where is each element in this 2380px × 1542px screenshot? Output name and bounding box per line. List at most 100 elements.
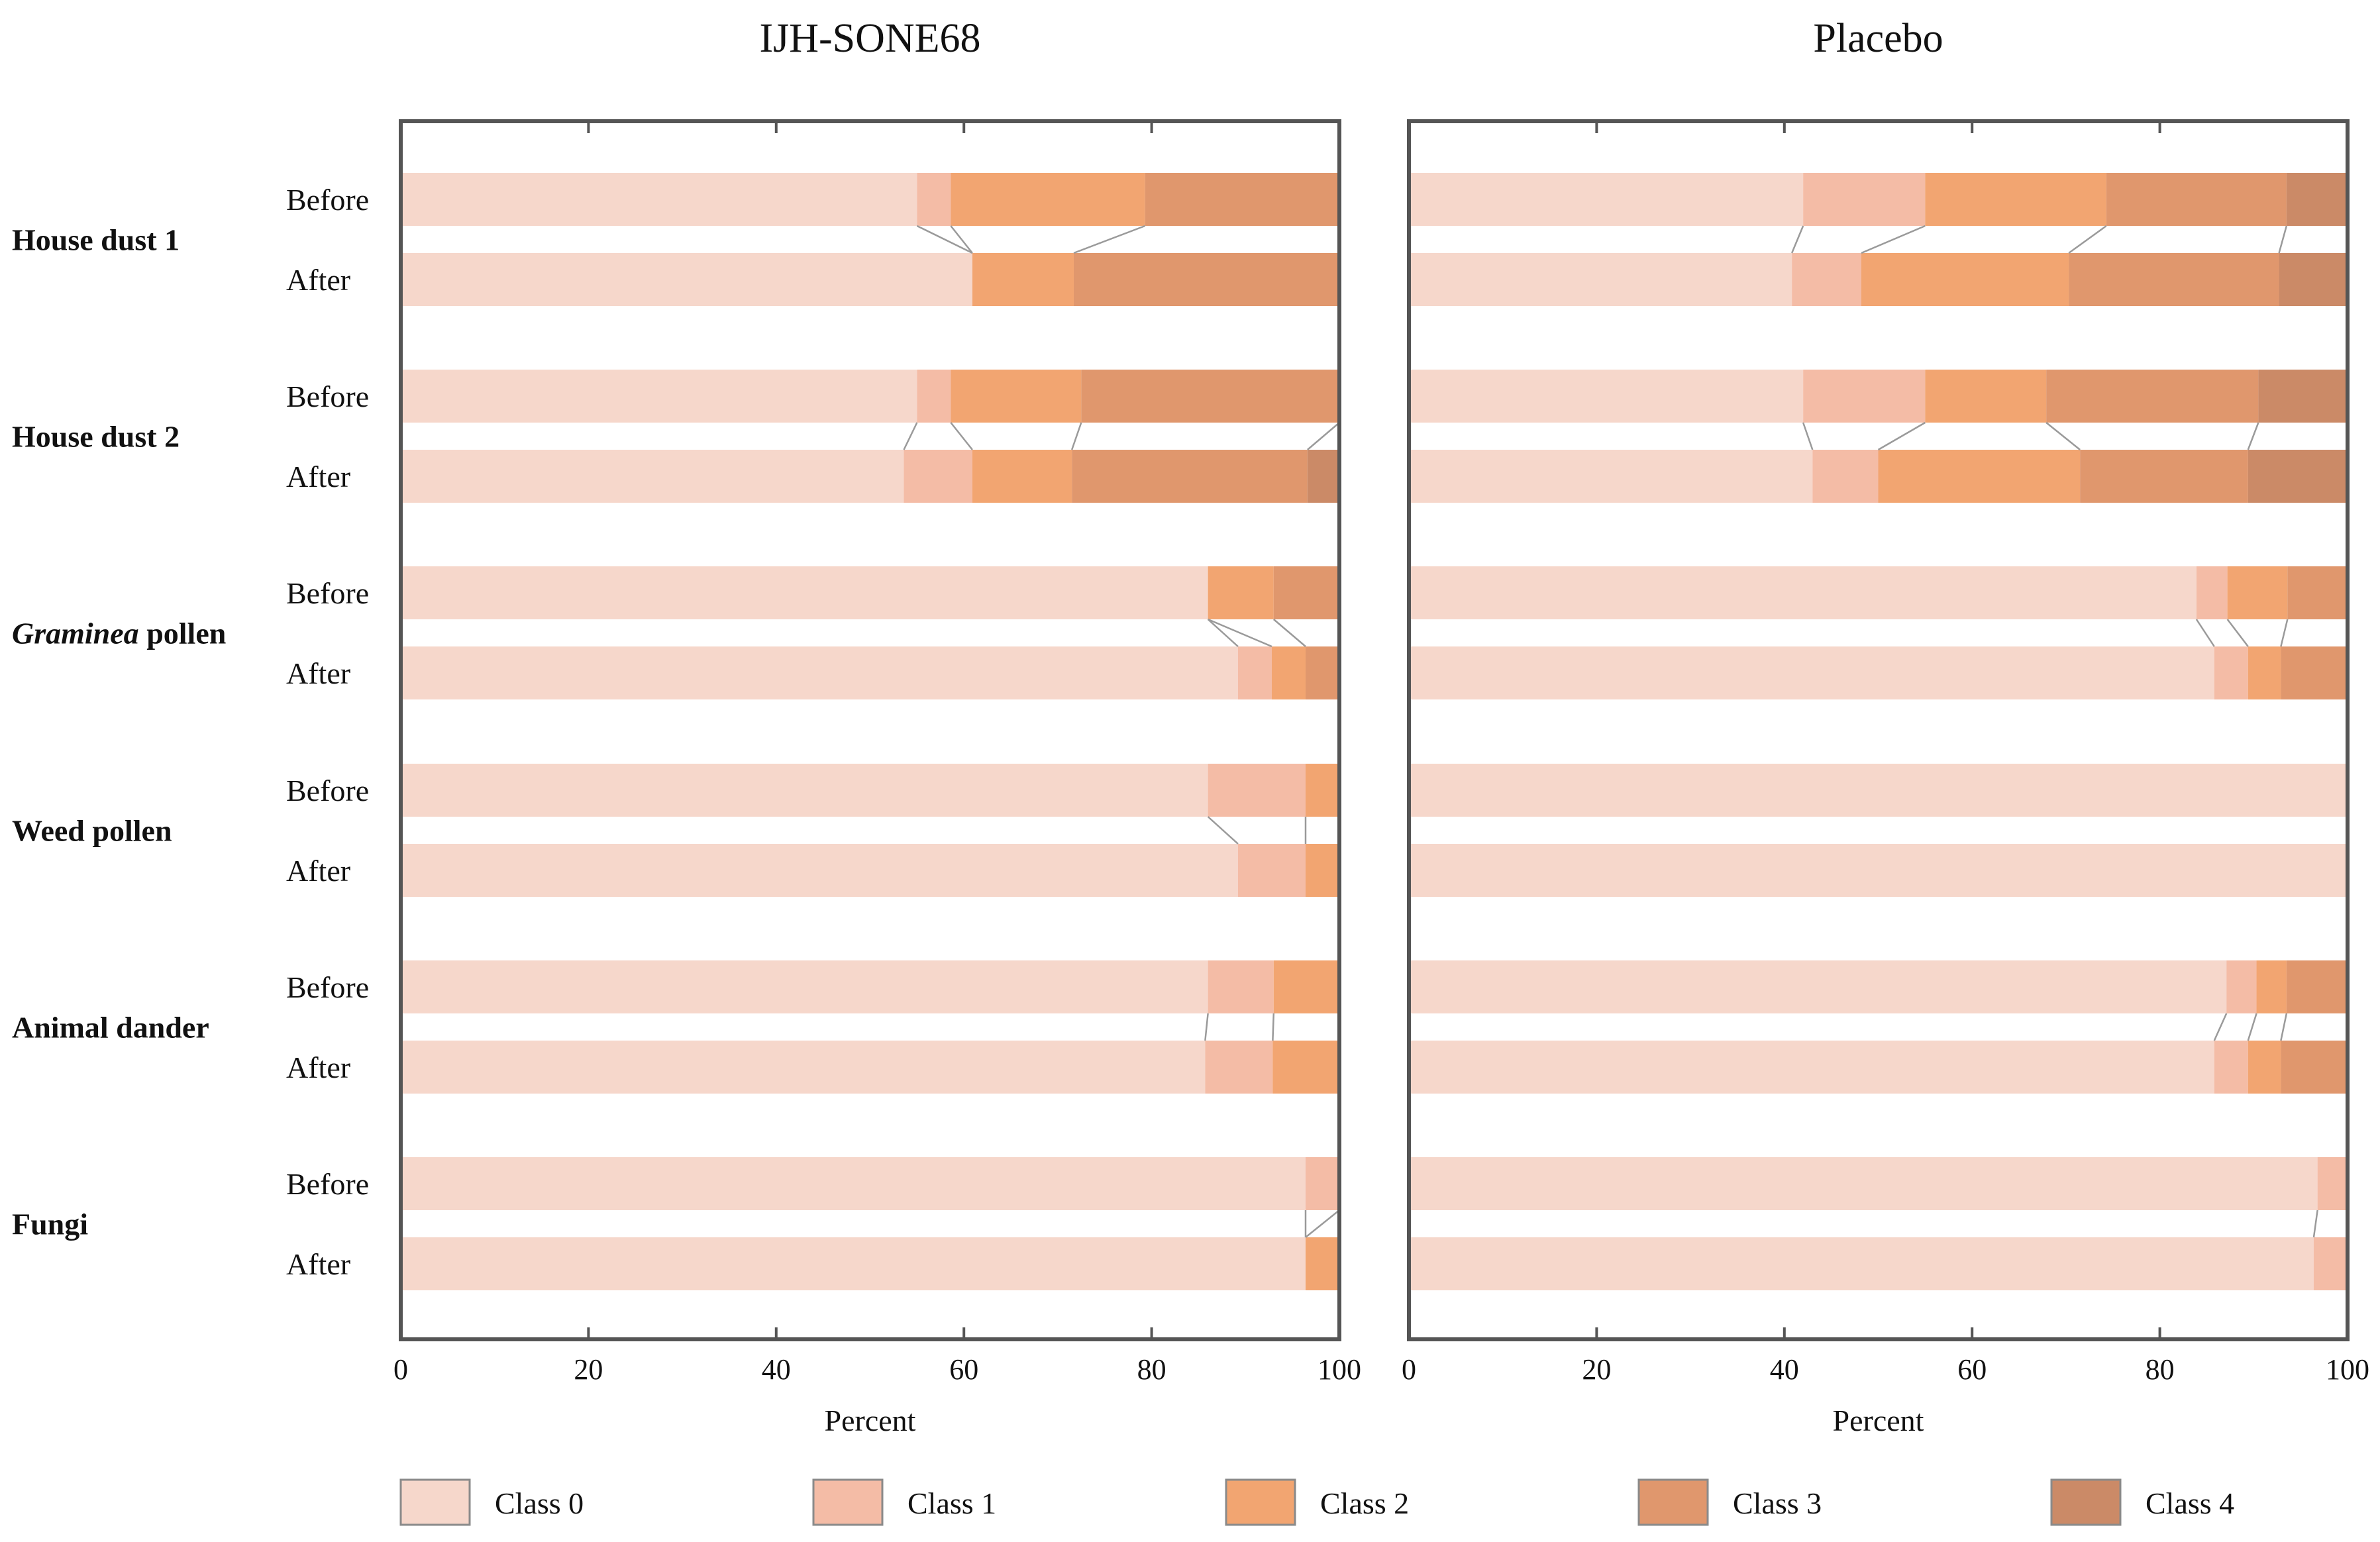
bar-segment-class-0 — [1409, 566, 2197, 619]
connector-line — [2247, 422, 2259, 450]
bar-segment-class-0 — [1409, 450, 1813, 503]
bar-segment-class-0 — [401, 450, 904, 503]
connector-line — [1861, 225, 1926, 254]
x-tick-label: 0 — [1402, 1353, 1416, 1386]
bar-segment-class-2 — [1305, 844, 1339, 897]
connector-line — [1207, 816, 1239, 845]
bar-segment-class-3 — [2281, 646, 2348, 699]
legend-entry: Class 3 — [1637, 1478, 1822, 1526]
legend-entry: Class 0 — [399, 1478, 584, 1526]
bar-segment-class-1 — [2226, 960, 2257, 1013]
legend-entry: Class 4 — [2050, 1478, 2234, 1526]
connector-line — [1305, 1209, 1340, 1238]
bar-segment-class-3 — [2046, 370, 2259, 423]
legend-label: Class 4 — [2146, 1486, 2234, 1520]
bar-segment-class-4 — [2286, 173, 2348, 226]
bar-group — [401, 960, 1339, 1094]
bar-segment-class-2 — [1878, 450, 2081, 503]
bar-segment-class-0 — [401, 173, 917, 226]
bar-segment-class-2 — [972, 253, 1074, 306]
bar-segment-class-2 — [1273, 960, 1339, 1013]
x-tick-label: 40 — [1770, 1353, 1799, 1386]
connector-line — [903, 422, 918, 450]
row-label-before: Before — [286, 1167, 369, 1201]
bar-segment-class-0 — [1409, 960, 2227, 1013]
bar-segment-class-2 — [2248, 646, 2281, 699]
bar-segment-class-3 — [2281, 1041, 2348, 1094]
bar-group — [1409, 960, 2348, 1094]
legend-swatch — [2050, 1478, 2122, 1526]
bar-segment-class-1 — [2214, 646, 2248, 699]
row-label-before: Before — [286, 380, 369, 413]
bar-segment-class-3 — [1145, 173, 1339, 226]
bar-segment-class-1 — [2196, 566, 2228, 619]
bar-group — [401, 173, 1339, 306]
bar-segment-class-1 — [1792, 253, 1861, 306]
bar-segment-class-0 — [401, 844, 1238, 897]
legend-label: Class 2 — [1320, 1486, 1409, 1520]
bar-segment-class-3 — [2080, 450, 2248, 503]
group-label: Weed pollen — [12, 814, 172, 848]
connector-line — [916, 225, 973, 254]
panel-frame — [399, 119, 1341, 1341]
bar-segment-class-0 — [401, 646, 1238, 699]
bar-segment-class-1 — [1803, 173, 1926, 226]
row-label-after: After — [286, 263, 350, 297]
bar-segment-class-3 — [1305, 646, 1339, 699]
bar-segment-class-1 — [1205, 1041, 1273, 1094]
bar-segment-class-1 — [1812, 450, 1879, 503]
bar-segment-class-1 — [1208, 960, 1274, 1013]
bar-segment-class-1 — [917, 370, 951, 423]
group-label: Fungi — [12, 1208, 88, 1241]
row-label-after: After — [286, 1247, 350, 1281]
bar-group — [401, 566, 1339, 699]
x-tick-label: 0 — [393, 1353, 408, 1386]
group-label: Graminea pollen — [12, 617, 226, 650]
x-tick-label: 40 — [762, 1353, 791, 1386]
x-tick-label: 80 — [2146, 1353, 2175, 1386]
bar-group — [401, 764, 1339, 897]
bar-group — [1409, 173, 2348, 306]
group-label-text: Weed pollen — [12, 814, 172, 848]
bar-segment-class-0 — [1409, 1041, 2214, 1094]
bar-segment-class-0 — [401, 1237, 1306, 1290]
connector-line — [2247, 1013, 2257, 1041]
bar-segment-class-1 — [2313, 1237, 2348, 1290]
group-label: Animal dander — [12, 1011, 209, 1045]
row-label-before: Before — [286, 183, 369, 217]
bar-segment-class-0 — [401, 960, 1208, 1013]
row-label-before: Before — [286, 774, 369, 807]
connector-line — [2280, 1013, 2288, 1041]
legend-swatch — [812, 1478, 884, 1526]
bar-segment-class-2 — [2248, 1041, 2281, 1094]
bar-segment-class-4 — [2279, 253, 2348, 306]
bar-segment-class-0 — [1409, 1237, 2314, 1290]
x-axis-label: Percent — [825, 1404, 916, 1437]
connector-line — [1208, 618, 1272, 648]
connector-line — [1877, 421, 1926, 451]
connector-line — [2195, 619, 2215, 647]
bar-segment-class-2 — [972, 450, 1072, 503]
legend-label: Class 3 — [1733, 1486, 1822, 1520]
group-label-text: Fungi — [12, 1208, 88, 1241]
row-labels: Before After House dust 1 Before After House … — [12, 183, 369, 1281]
group-label-text: House dust 2 — [12, 420, 180, 454]
chart-panels: IJH-SONE68 0 20 40 60 80 100 Percent Placebo 0 20 4… — [12, 16, 2369, 1437]
bar-segment-class-2 — [1925, 173, 2106, 226]
x-axis-label: Percent — [1833, 1404, 1924, 1437]
connector-line — [2068, 225, 2107, 254]
bar-segment-class-0 — [1409, 646, 2214, 699]
bar-segment-class-0 — [1409, 370, 1804, 423]
group-label-italic: Graminea — [12, 617, 139, 650]
connector-line — [1790, 225, 1804, 254]
bar-segment-class-3 — [1072, 450, 1308, 503]
bar-segment-class-1 — [1208, 764, 1306, 817]
legend-label: Class 0 — [495, 1486, 584, 1520]
bar-segment-class-3 — [2106, 173, 2287, 226]
bar-segment-class-1 — [904, 450, 972, 503]
bar-segment-class-0 — [1409, 1157, 2318, 1210]
connector-line — [2213, 1013, 2228, 1041]
connector-line — [2280, 619, 2289, 647]
bar-segment-class-0 — [401, 253, 972, 306]
